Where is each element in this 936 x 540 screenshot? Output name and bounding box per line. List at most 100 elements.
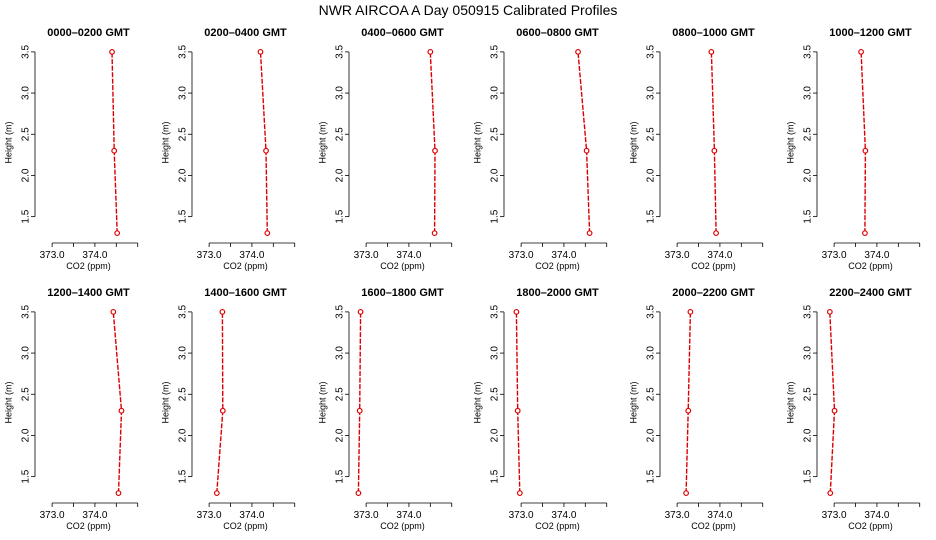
y-tick-label: 1.5 <box>490 469 501 483</box>
x-axis-label: CO2 (ppm) <box>848 261 893 271</box>
data-point <box>516 490 523 497</box>
y-tick-label: 2.5 <box>21 127 32 141</box>
y-tick-label: 2.0 <box>803 168 814 182</box>
y-tick-label: 2.5 <box>178 127 189 141</box>
y-tick-label: 3.0 <box>646 86 657 100</box>
y-tick-label: 2.0 <box>178 168 189 182</box>
y-tick-label: 1.5 <box>21 209 32 223</box>
panel-title: 1200–1400 GMT <box>47 287 130 299</box>
profile-panel: 1200–1400 GMT 1.5 2.0 2.5 3.0 3.5 Height (m) 37… <box>3 287 139 531</box>
y-tick-label: 1.5 <box>646 209 657 223</box>
profile-line <box>829 311 836 494</box>
data-point <box>213 490 220 497</box>
x-tick-label: 373.0 <box>197 510 222 521</box>
y-tick-label: 3.5 <box>803 304 814 318</box>
x-tick-label: 373.0 <box>509 510 534 521</box>
panel-title: 1800–2000 GMT <box>516 287 599 299</box>
profile-line <box>710 51 717 234</box>
panel-title: 1000–1200 GMT <box>829 27 912 39</box>
y-tick-label: 3.5 <box>335 304 346 318</box>
x-tick-label: 374.0 <box>396 250 421 261</box>
profile-panel: 0400–0600 GMT 1.5 2.0 2.5 3.0 3.5 Height (m) 37… <box>317 27 453 271</box>
y-tick-label: 3.0 <box>21 346 32 360</box>
data-point <box>708 48 715 55</box>
y-tick-label: 3.5 <box>646 44 657 58</box>
profile-panel: 2000–2200 GMT 1.5 2.0 2.5 3.0 3.5 Height (m) 37… <box>628 287 764 531</box>
profile-panel: 1600–1800 GMT 1.5 2.0 2.5 3.0 3.5 Height (m) 37… <box>317 287 453 531</box>
x-tick-label: 373.0 <box>822 510 847 521</box>
y-tick-label: 1.5 <box>646 469 657 483</box>
data-point <box>575 48 581 55</box>
y-tick-label: 3.5 <box>646 304 657 318</box>
x-tick-label: 373.0 <box>665 250 690 261</box>
y-tick-label: 1.5 <box>335 469 346 483</box>
x-tick-label: 374.0 <box>239 250 264 261</box>
y-tick-label: 2.0 <box>646 168 657 182</box>
profile-panel: 0600–0800 GMT 1.5 2.0 2.5 3.0 3.5 Height (m) 37… <box>472 27 608 271</box>
x-tick-label: 374.0 <box>239 510 264 521</box>
data-point <box>219 407 226 414</box>
profile-panel: 1000–1200 GMT 1.5 2.0 2.5 3.0 3.5 Height (m) 37… <box>785 27 921 271</box>
data-point <box>685 407 692 414</box>
profile-line <box>429 51 436 234</box>
data-point <box>713 230 719 237</box>
data-point <box>263 147 269 154</box>
data-point <box>683 490 690 497</box>
x-axis-label: CO2 (ppm) <box>380 261 425 271</box>
y-axis-label: Height (m) <box>160 121 170 163</box>
x-tick-label: 373.0 <box>509 250 534 261</box>
y-tick-label: 2.0 <box>490 428 501 442</box>
x-tick-label: 374.0 <box>707 250 732 261</box>
panel-title: 1600–1800 GMT <box>361 287 444 299</box>
y-tick-label: 1.5 <box>803 469 814 483</box>
x-tick-label: 374.0 <box>551 250 576 261</box>
data-point <box>431 230 438 237</box>
y-tick-label: 3.0 <box>803 346 814 360</box>
x-tick-label: 373.0 <box>822 250 847 261</box>
profile-panel: 0200–0400 GMT 1.5 2.0 2.5 3.0 3.5 Height (m) 37… <box>160 27 296 271</box>
data-point <box>827 490 834 497</box>
x-axis-label: CO2 (ppm) <box>66 261 111 271</box>
data-point <box>514 407 521 414</box>
data-point <box>355 490 362 497</box>
y-axis-label: Height (m) <box>472 381 482 423</box>
y-tick-label: 2.0 <box>178 428 189 442</box>
x-tick-label: 374.0 <box>707 510 732 521</box>
y-axis-label: Height (m) <box>628 121 638 163</box>
profile-line <box>515 311 521 494</box>
x-tick-label: 374.0 <box>551 510 576 521</box>
data-point <box>687 308 694 315</box>
y-tick-label: 3.0 <box>490 86 501 100</box>
data-point <box>432 147 438 154</box>
y-axis-label: Height (m) <box>785 381 795 423</box>
panel-title: 0600–0800 GMT <box>516 27 599 39</box>
x-axis-label: CO2 (ppm) <box>848 521 893 531</box>
data-point <box>264 230 271 237</box>
y-tick-label: 3.5 <box>335 44 346 58</box>
panel-title: 1400–1600 GMT <box>204 287 287 299</box>
y-tick-label: 3.5 <box>178 304 189 318</box>
x-tick-label: 374.0 <box>82 250 107 261</box>
y-tick-label: 2.5 <box>178 387 189 401</box>
x-axis-label: CO2 (ppm) <box>691 261 736 271</box>
data-point <box>862 147 869 154</box>
y-tick-label: 3.5 <box>803 44 814 58</box>
y-tick-label: 2.0 <box>21 168 32 182</box>
x-tick-label: 374.0 <box>396 510 421 521</box>
x-tick-label: 373.0 <box>354 250 379 261</box>
profile-line <box>860 51 867 234</box>
panel-title: 2200–2400 GMT <box>829 287 912 299</box>
panel-title: 0400–0600 GMT <box>361 27 444 39</box>
y-tick-label: 2.5 <box>490 127 501 141</box>
data-point <box>711 147 718 154</box>
y-tick-label: 1.5 <box>803 209 814 223</box>
y-tick-label: 3.0 <box>335 346 346 360</box>
data-point <box>583 147 590 154</box>
y-tick-label: 3.0 <box>178 86 189 100</box>
y-tick-label: 1.5 <box>21 469 32 483</box>
x-axis-label: CO2 (ppm) <box>691 521 736 531</box>
y-axis-label: Height (m) <box>160 381 170 423</box>
y-tick-label: 2.5 <box>335 387 346 401</box>
y-tick-label: 2.0 <box>335 428 346 442</box>
